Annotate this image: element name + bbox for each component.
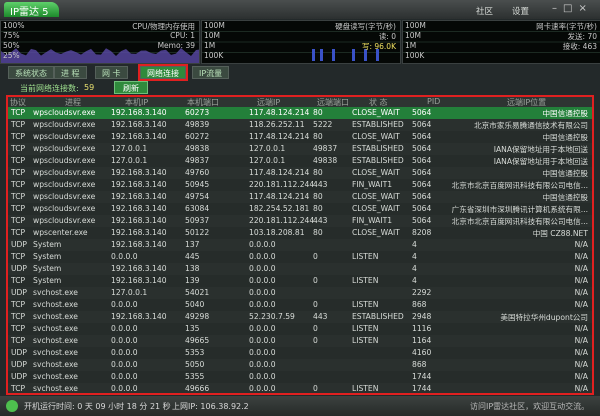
window-controls[interactable]: –□× <box>552 3 593 14</box>
disk-graph <box>320 49 323 61</box>
app-title: IP雷达 5 <box>4 2 59 17</box>
disk-graph <box>312 49 315 61</box>
readout: 写: 96.0K <box>362 41 396 52</box>
monitor-panel: 100M10M1M100K硬盘读写(字节/秒)读: 0写: 96.0K <box>201 20 401 64</box>
status-bar: 开机运行时间: 0 天 09 小时 18 分 21 秒 上网IP: 106.38… <box>0 396 600 416</box>
tab[interactable]: 系统状态 <box>8 66 54 79</box>
scale-label: 100M <box>204 21 225 30</box>
refresh-button[interactable]: 刷新 <box>114 81 148 94</box>
tab[interactable]: 网 卡 <box>95 66 128 79</box>
scale-label: 75% <box>3 31 20 40</box>
tab[interactable]: IP流量 <box>192 66 229 79</box>
scale-label: 100K <box>405 51 424 60</box>
scale-label: 100K <box>204 51 223 60</box>
community-link[interactable]: 访问IP雷达社区，欢迎互动交流。 <box>470 401 589 412</box>
tab[interactable]: 进 程 <box>54 66 87 79</box>
count-value: 59 <box>84 83 94 92</box>
link-community[interactable]: 社区 <box>476 5 493 17</box>
scale-label: 100% <box>3 21 24 30</box>
scale-label: 50% <box>3 41 20 50</box>
monitor-panel: 100M10M1M100K网卡速率(字节/秒)发送: 70接收: 463 <box>402 20 600 64</box>
public-ip: 上网IP: 106.38.92.2 <box>172 401 249 412</box>
tab[interactable]: 网络连接 <box>140 66 186 79</box>
scale-label: 1M <box>405 41 416 50</box>
highlight-frame <box>6 95 594 395</box>
disk-graph <box>352 49 355 61</box>
status-icon <box>6 400 18 412</box>
monitor-panel: 100%75%50%25%CPU/物理内存使用CPU: 1Memo: 39 <box>0 20 200 64</box>
count-label: 当前网络连接数: <box>20 83 79 94</box>
cpu-graph <box>1 48 199 63</box>
link-settings[interactable]: 设置 <box>512 5 529 17</box>
readout: Memo: 39 <box>158 41 195 50</box>
scale-label: 10M <box>405 31 421 40</box>
title-bar: IP雷达 5 社区 设置 –□× <box>0 0 600 19</box>
uptime: 开机运行时间: 0 天 09 小时 18 分 21 秒 <box>24 401 171 412</box>
readout: 接收: 463 <box>563 41 597 52</box>
scale-label: 10M <box>204 31 220 40</box>
readout: CPU: 1 <box>170 31 195 40</box>
scale-label: 25% <box>3 51 20 60</box>
disk-graph <box>332 49 335 61</box>
scale-label: 1M <box>204 41 215 50</box>
scale-label: 100M <box>405 21 426 30</box>
